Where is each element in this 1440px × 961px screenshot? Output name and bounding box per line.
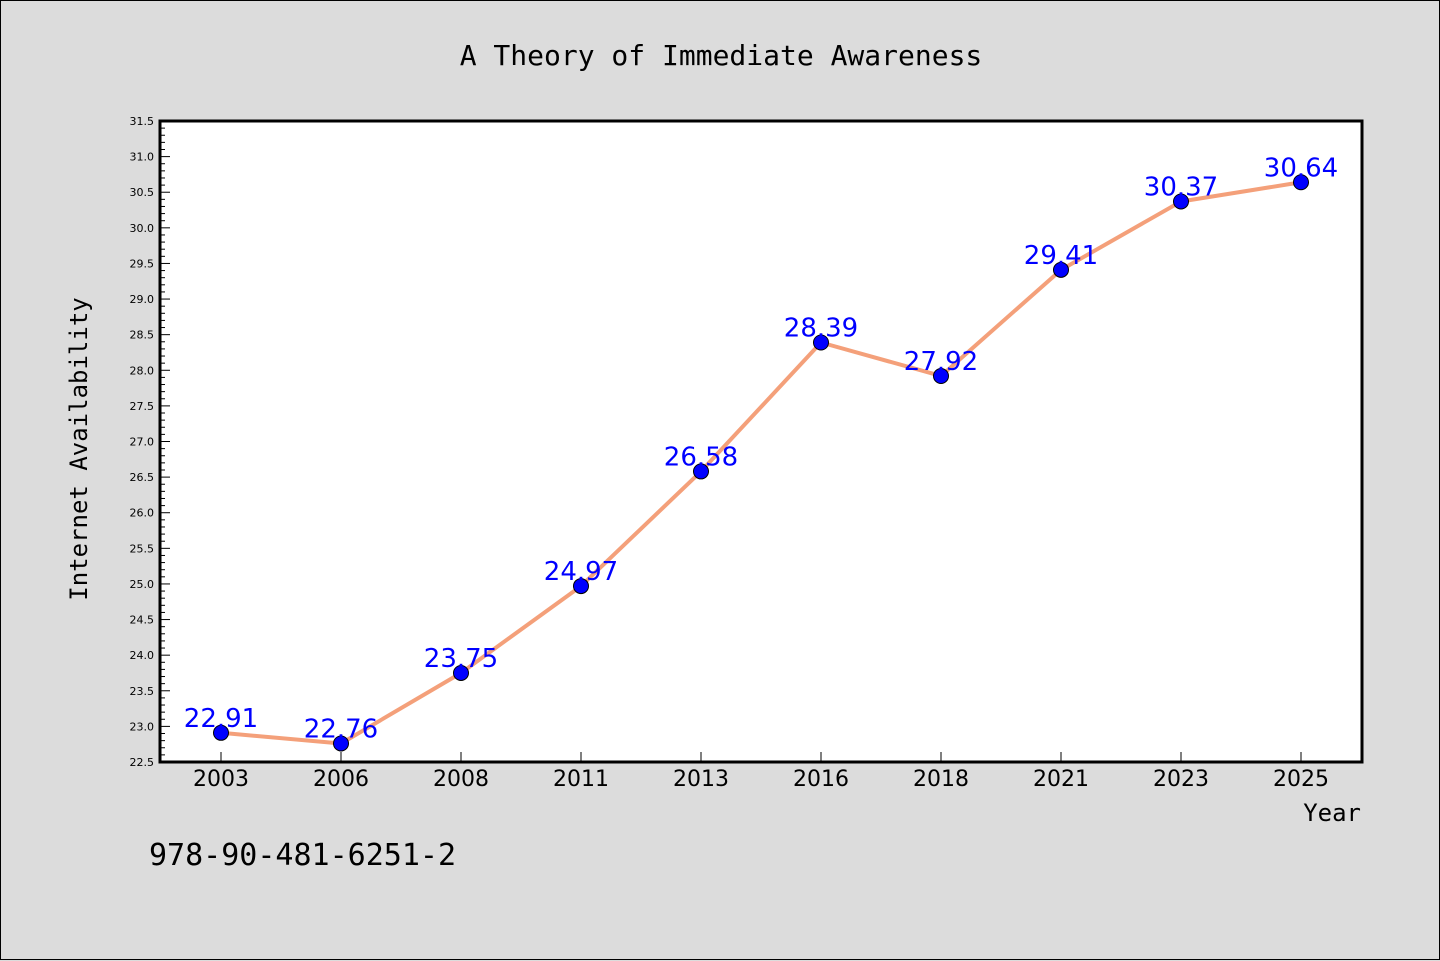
data-point xyxy=(333,735,349,752)
y-tick-label: 31.5 xyxy=(130,115,155,128)
x-tick-label: 2003 xyxy=(193,767,249,792)
data-label: 23.75 xyxy=(424,644,498,674)
isbn-text: 978-90-481-6251-2 xyxy=(149,838,456,873)
y-tick-label: 24.0 xyxy=(130,649,155,662)
data-label: 30.37 xyxy=(1144,172,1218,202)
y-tick-label: 25.5 xyxy=(130,542,155,555)
series-line xyxy=(220,180,1302,746)
x-tick-label: 2013 xyxy=(673,767,729,792)
data-label: 22.91 xyxy=(184,704,258,734)
x-tick-label: 2023 xyxy=(1153,767,1209,792)
data-point xyxy=(213,724,229,741)
y-tick-label: 27.0 xyxy=(130,436,155,449)
y-tick-label: 29.0 xyxy=(130,293,155,306)
y-tick-label: 28.5 xyxy=(130,329,155,342)
data-point xyxy=(813,334,829,351)
series-markers xyxy=(213,174,1309,752)
data-point xyxy=(1173,193,1189,210)
chart-title: A Theory of Immediate Awareness xyxy=(460,39,983,72)
data-point xyxy=(573,578,589,595)
y-tick-label: 23.5 xyxy=(130,685,155,698)
x-axis: 2003 2006 2008 2011 2013 2016 2018 2021 2023 2025 xyxy=(193,752,1329,792)
y-tick-label: 31.0 xyxy=(130,151,155,164)
data-point xyxy=(933,367,949,384)
y-tick-label: 22.5 xyxy=(130,756,155,769)
data-label: 28.39 xyxy=(784,314,858,344)
data-point xyxy=(693,463,709,480)
x-axis-label: Year xyxy=(1303,799,1361,827)
x-tick-label: 2016 xyxy=(793,767,849,792)
y-tick-label: 24.5 xyxy=(130,614,155,627)
y-tick-label: 23.0 xyxy=(130,720,155,733)
x-tick-label: 2011 xyxy=(553,767,609,792)
data-point xyxy=(453,664,469,681)
data-labels: 22.91 22.76 23.75 24.97 26.58 28.39 27.92 29.41… xyxy=(184,153,1338,744)
data-label: 26.58 xyxy=(664,442,738,472)
y-tick-label: 29.5 xyxy=(130,257,155,270)
data-label: 24.97 xyxy=(544,557,618,587)
y-tick-label: 28.0 xyxy=(130,364,155,377)
data-label: 30.64 xyxy=(1264,153,1338,183)
y-axis: 22.5 23.0 23.5 24.0 24.5 25.0 25.5 26.0 26.5 27.0… xyxy=(130,115,170,769)
x-tick-label: 2008 xyxy=(433,767,489,792)
x-tick-label: 2006 xyxy=(313,767,369,792)
x-tick-label: 2018 xyxy=(913,767,969,792)
y-tick-label: 30.0 xyxy=(130,222,155,235)
y-tick-label: 27.5 xyxy=(130,400,155,413)
x-tick-label: 2025 xyxy=(1273,767,1329,792)
data-label: 29.41 xyxy=(1024,241,1098,271)
plot-area xyxy=(158,119,1364,764)
y-tick-label: 30.5 xyxy=(130,186,155,199)
data-point xyxy=(1293,174,1309,191)
y-axis-label: Internet Availability xyxy=(65,297,93,600)
data-point xyxy=(1053,261,1069,278)
y-tick-label: 25.0 xyxy=(130,578,155,591)
data-label: 22.76 xyxy=(304,714,378,744)
data-label: 27.92 xyxy=(904,347,978,377)
y-tick-label: 26.5 xyxy=(130,471,155,484)
x-tick-label: 2021 xyxy=(1033,767,1089,792)
y-tick-label: 26.0 xyxy=(130,507,155,520)
